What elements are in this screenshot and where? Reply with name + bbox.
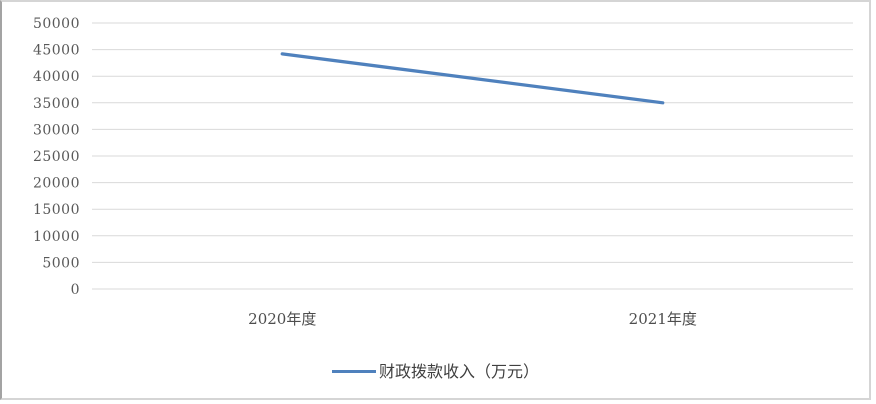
y-axis-tick-label: 10000 xyxy=(33,229,80,245)
legend: 财政拨款收入（万元） xyxy=(2,362,869,381)
legend-line-swatch xyxy=(331,370,376,374)
plot-svg: 0 5000 10000 15000 20000 25000 30000 35000 40000… xyxy=(33,16,853,328)
series-line xyxy=(280,52,665,105)
y-axis-tick-label: 40000 xyxy=(33,69,80,85)
y-axis-tick-label: 0 xyxy=(71,282,80,298)
y-axis-tick-label: 35000 xyxy=(33,96,80,112)
legend-label: 财政拨款收入（万元） xyxy=(378,362,539,381)
y-axis-tick-label: 30000 xyxy=(33,122,80,138)
y-axis-tick-label: 50000 xyxy=(33,16,80,32)
y-axis-tick-label: 5000 xyxy=(42,255,80,271)
y-axis-tick-label: 25000 xyxy=(33,149,80,165)
y-axis-tick-label: 45000 xyxy=(33,43,80,59)
y-axis-tick-label: 15000 xyxy=(33,202,80,218)
x-axis-category-label: 2021年度 xyxy=(629,310,697,328)
y-axis-tick-label: 20000 xyxy=(33,176,80,192)
x-axis-category-label: 2020年度 xyxy=(248,310,316,328)
